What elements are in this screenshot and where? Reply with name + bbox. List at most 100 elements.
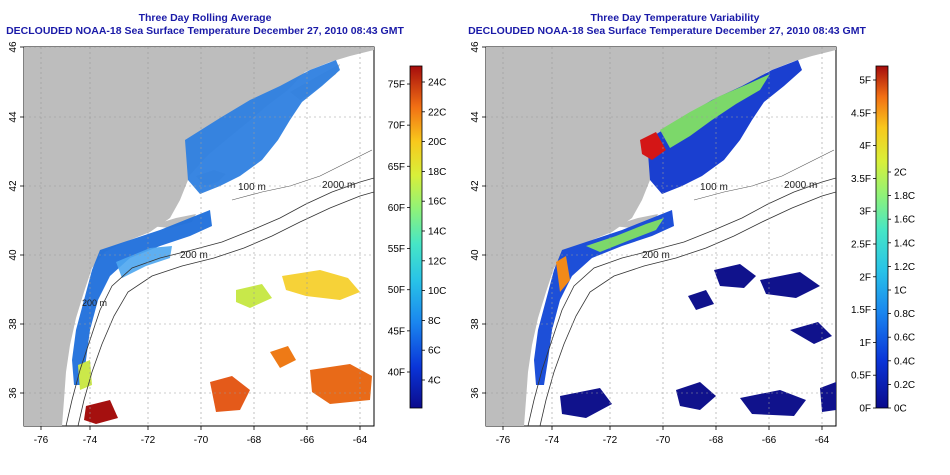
right-label-200m: 200 m xyxy=(642,250,670,261)
left-title-line2: DECLOUDED NOAA-18 Sea Surface Temperatur… xyxy=(6,25,404,37)
left-cbar-left-label: 65F xyxy=(388,162,405,173)
left-long-island xyxy=(150,214,196,228)
right-y-tick-label: 38 xyxy=(470,318,481,330)
left-warm-blob-1 xyxy=(282,270,360,300)
left-cbar-right-label: 18C xyxy=(428,167,446,178)
right-grid xyxy=(486,47,836,426)
left-label-200m-a: 200 m xyxy=(180,250,208,261)
right-cbar-left-label: 4.5F xyxy=(851,108,871,119)
right-cbar-right-label: 1.6C xyxy=(894,215,915,226)
right-cbar-left-label: 3F xyxy=(859,207,871,218)
left-grid xyxy=(24,47,374,426)
right-gulf-hot xyxy=(640,132,666,160)
right-land xyxy=(486,47,836,426)
left-cbar-left-label: 40F xyxy=(388,368,405,379)
left-contour-200m xyxy=(65,177,374,426)
left-map-panel: 100 m 2000 m 200 m 200 m -76 -74 -72 -70 -68… xyxy=(8,41,375,446)
right-x-tick-label: -70 xyxy=(656,435,671,446)
left-cbar-right-label: 20C xyxy=(428,137,446,148)
right-shelf-data xyxy=(534,210,674,385)
left-cbar-right-label: 14C xyxy=(428,227,446,238)
right-cbar-right-label: 1C xyxy=(894,286,907,297)
left-colorbar: 75F 70F 65F 60F 55F 50F 45F 40F 24C 22C 20C 18C 16C 1… xyxy=(388,65,446,409)
right-title-line2: DECLOUDED NOAA-18 Sea Surface Temperatur… xyxy=(468,25,866,37)
left-warm-blob-5 xyxy=(84,400,118,424)
right-cbar-right-label: 1.4C xyxy=(894,238,915,249)
right-x-tick-label: -76 xyxy=(496,435,511,446)
right-y-tick-label: 46 xyxy=(470,41,481,53)
right-title-line1: Three Day Temperature Variability xyxy=(590,12,760,24)
right-y-tick-label: 40 xyxy=(470,249,481,261)
left-cbar-left-label: 55F xyxy=(388,244,405,255)
left-y-tick-label: 36 xyxy=(8,387,19,399)
right-cbar-right-label: 0.6C xyxy=(894,333,915,344)
left-label-200m-b: 200 m xyxy=(82,298,107,308)
left-x-tick-label: -70 xyxy=(194,435,209,446)
left-cbar-left-label: 70F xyxy=(388,121,405,132)
left-colorbar-gradient xyxy=(409,65,423,409)
right-colorbar: 5F 4.5F 4F 3.5F 3F 2.5F 2F 1.5F 1F 0.5F 0F 2C 1.8C 1.… xyxy=(851,65,915,415)
right-y-tick-label: 44 xyxy=(470,111,481,123)
left-warm-blob-3 xyxy=(210,376,250,412)
right-cbar-left-label: 0F xyxy=(859,404,871,415)
right-offshore-specks xyxy=(560,264,836,418)
left-x-tick-label: -64 xyxy=(353,435,368,446)
left-warm-blob-2 xyxy=(236,284,272,308)
right-x-tick-label: -72 xyxy=(603,435,618,446)
left-land xyxy=(24,47,374,426)
left-cbar-right-label: 8C xyxy=(428,316,441,327)
right-contour-2000m xyxy=(539,191,836,426)
left-cbar-left-label: 60F xyxy=(388,203,405,214)
right-cbar-left-label: 5F xyxy=(859,76,871,87)
left-y-tick-label: 42 xyxy=(8,180,19,192)
right-cbar-left-label: 3.5F xyxy=(851,174,871,185)
left-nc-shelf-data xyxy=(78,360,92,390)
right-label-100m: 100 m xyxy=(700,182,728,193)
right-cbar-right-label: 0.8C xyxy=(894,309,915,320)
right-gulf-data xyxy=(647,60,802,194)
right-cbar-left-label: 2F xyxy=(859,272,871,283)
left-contour-gulf xyxy=(231,149,373,201)
right-colorbar-gradient xyxy=(875,65,889,409)
left-label-100m: 100 m xyxy=(238,182,266,193)
right-x-tick-label: -74 xyxy=(545,435,560,446)
right-cbar-left-label: 1F xyxy=(859,338,871,349)
left-gulf-of-maine-data xyxy=(185,60,340,194)
left-y-tick-label: 46 xyxy=(8,41,19,53)
right-cbar-right-label: 1.2C xyxy=(894,262,915,273)
right-cbar-left-label: 4F xyxy=(859,141,871,152)
left-cbar-left-label: 50F xyxy=(388,285,405,296)
right-gulf-high xyxy=(660,74,770,148)
right-cbar-left-label: 2.5F xyxy=(851,240,871,251)
right-x-tick-label: -66 xyxy=(762,435,777,446)
left-x-tick-label: -74 xyxy=(83,435,98,446)
right-x-tick-label: -68 xyxy=(709,435,724,446)
right-map-panel: 100 m 2000 m 200 m -76 -74 -72 -70 -68 -66 -64… xyxy=(470,41,837,446)
left-warm-blob-4 xyxy=(310,364,372,404)
right-cbar-left-label: 0.5F xyxy=(851,371,871,382)
right-long-island xyxy=(612,214,658,228)
left-cbar-right-label: 6C xyxy=(428,346,441,357)
right-y-tick-label: 36 xyxy=(470,387,481,399)
right-x-tick-label: -64 xyxy=(815,435,830,446)
left-y-tick-label: 38 xyxy=(8,318,19,330)
left-x-tick-label: -76 xyxy=(34,435,49,446)
right-shelf-mid xyxy=(586,218,664,252)
right-shelf-hot xyxy=(556,256,570,292)
right-cbar-left-label: 1.5F xyxy=(851,305,871,316)
left-axes: -76 -74 -72 -70 -68 -66 -64 46 44 42 40 38 36 xyxy=(8,41,368,446)
left-cbar-left-label: 45F xyxy=(388,326,405,337)
left-shelf-data xyxy=(72,210,212,385)
left-cbar-right-label: 10C xyxy=(428,286,446,297)
left-cbar-right-label: 22C xyxy=(428,107,446,118)
left-label-2000m: 2000 m xyxy=(322,180,355,191)
right-y-tick-label: 42 xyxy=(470,180,481,192)
right-cbar-right-label: 0C xyxy=(894,404,907,415)
right-cbar-right-label: 2C xyxy=(894,168,907,179)
left-title-line1: Three Day Rolling Average xyxy=(138,12,272,24)
left-cbar-right-label: 12C xyxy=(428,256,446,267)
right-label-2000m: 2000 m xyxy=(784,180,817,191)
left-cbar-right-label: 24C xyxy=(428,78,446,89)
left-cbar-right-label: 4C xyxy=(428,376,441,387)
